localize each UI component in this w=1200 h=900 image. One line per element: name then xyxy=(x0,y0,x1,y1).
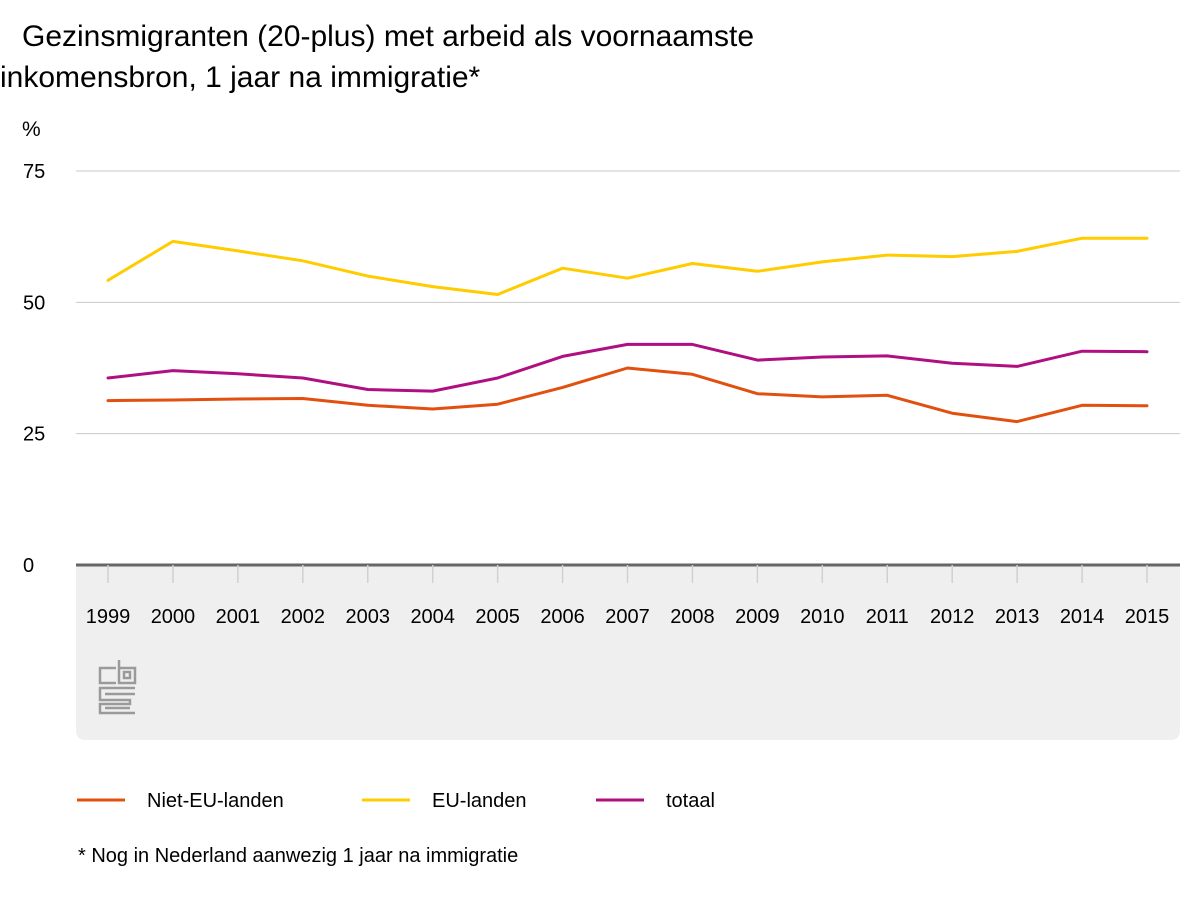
cbs-logo-icon xyxy=(98,660,137,715)
chart-title-line-2: inkomensbron, 1 jaar na immigratie* xyxy=(0,61,481,94)
legend: Niet-EU-landen EU-landen totaal xyxy=(77,790,715,812)
series-line-eu-landen xyxy=(106,236,1149,296)
legend-label: EU-landen xyxy=(432,790,527,812)
y-tick-label: 25 xyxy=(23,424,45,446)
series-lines xyxy=(106,236,1149,424)
x-tick-label: 2006 xyxy=(540,606,585,628)
x-tick-label: 2004 xyxy=(410,606,455,628)
legend-label: totaal xyxy=(666,790,715,812)
x-tick-label: 1999 xyxy=(86,606,131,628)
x-tick-label: 2011 xyxy=(866,606,909,628)
x-tick-label: 2015 xyxy=(1125,606,1170,628)
y-tick-label: 75 xyxy=(23,161,45,183)
x-tick-label: 2008 xyxy=(670,606,715,628)
y-tick-label: 0 xyxy=(23,555,34,577)
x-tick-label: 2010 xyxy=(800,606,845,628)
x-tick-label: 2002 xyxy=(281,606,326,628)
series-line-niet-eu-landen xyxy=(106,366,1149,424)
x-tick-label: 2001 xyxy=(216,606,261,628)
x-tick-label: 2000 xyxy=(151,606,196,628)
x-tick-label: 2003 xyxy=(346,606,391,628)
x-axis-panel xyxy=(76,565,1180,740)
x-tick-label: 2012 xyxy=(930,606,975,628)
legend-label: Niet-EU-landen xyxy=(147,790,284,812)
x-tick-label: 2014 xyxy=(1060,606,1105,628)
y-tick-labels: 0 25 50 75 xyxy=(23,161,45,577)
x-tick-label: 2005 xyxy=(475,606,520,628)
x-tick-label: 2013 xyxy=(995,606,1040,628)
series-line-totaal xyxy=(106,342,1149,393)
chart-title-line-1: Gezinsmigranten (20-plus) met arbeid als… xyxy=(22,20,754,53)
x-tick-label: 2007 xyxy=(605,606,650,628)
footnote: * Nog in Nederland aanwezig 1 jaar na im… xyxy=(78,845,518,867)
y-unit-label: % xyxy=(22,118,41,141)
x-tick-label: 2009 xyxy=(735,606,780,628)
gridlines xyxy=(76,170,1180,435)
y-tick-label: 50 xyxy=(23,292,45,314)
x-axis: 1999 2000 2001 2002 2003 2004 2005 2006 2007 2008… xyxy=(76,563,1180,628)
